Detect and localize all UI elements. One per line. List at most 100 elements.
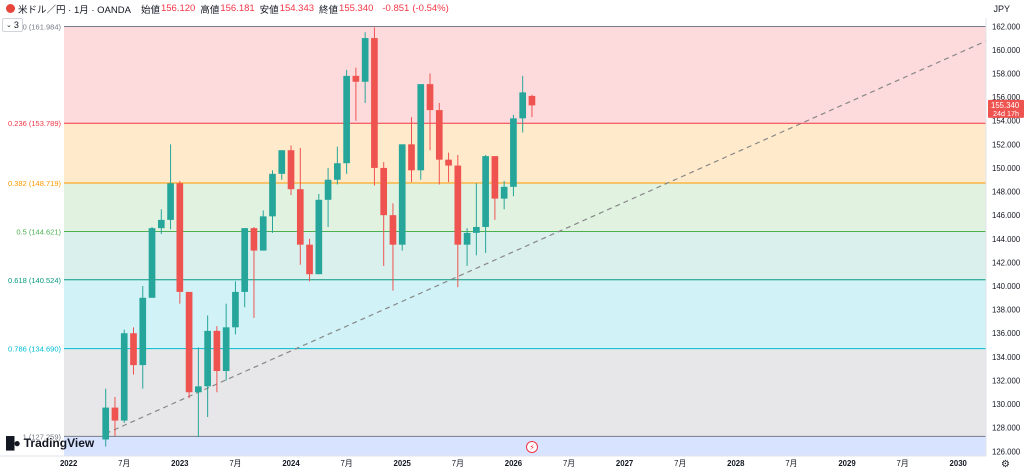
- x-tick-label: 2024: [282, 459, 300, 468]
- y-tick-label: 148.000: [992, 188, 1021, 197]
- x-tick-label: 2029: [838, 459, 856, 468]
- indicator-toggle[interactable]: ⌄ 3: [2, 18, 23, 32]
- y-tick-label: 146.000: [992, 211, 1021, 220]
- candle: [120, 329, 128, 423]
- candle: [473, 183, 480, 256]
- close-value: 155.340: [339, 3, 374, 14]
- y-tick-label: 136.000: [992, 329, 1021, 338]
- candle: [398, 144, 406, 251]
- candle: [380, 162, 388, 266]
- candle-body: [491, 156, 499, 199]
- candle: [222, 303, 230, 381]
- y-tick-label: 152.000: [992, 140, 1021, 149]
- candle-body: [343, 75, 350, 164]
- candle: [454, 154, 462, 288]
- fib-zone: [64, 123, 986, 184]
- candle-body: [445, 159, 452, 166]
- candle-body: [528, 95, 536, 106]
- y-tick-label: 134.000: [992, 353, 1021, 362]
- candle: [157, 209, 165, 235]
- candle-body: [176, 183, 184, 292]
- x-tick-label: 7月: [118, 459, 130, 468]
- high-label: 高値: [200, 4, 220, 16]
- logo-text: TradingView: [23, 436, 95, 450]
- last-price-label: 155.340: [991, 101, 1020, 110]
- candle: [408, 117, 415, 183]
- y-tick-label: 160.000: [992, 46, 1021, 55]
- candle: [111, 396, 119, 436]
- candle-body: [185, 291, 193, 393]
- candle-body: [482, 156, 489, 227]
- close-label: 終値: [319, 4, 339, 16]
- fib-level-label: 1 (127.259): [23, 432, 62, 441]
- high-value: 156.181: [220, 3, 255, 14]
- y-tick-label: 138.000: [992, 306, 1021, 315]
- fib-level-label: 0.5 (144.621): [16, 227, 61, 236]
- fib-zone: [64, 279, 986, 349]
- low-value: 154.343: [279, 3, 315, 14]
- candle-body: [102, 407, 110, 440]
- tradingview-logo[interactable]: █● TradingView: [6, 436, 94, 450]
- candle: [510, 114, 517, 197]
- candle: [296, 147, 304, 265]
- y-tick-label: 126.000: [992, 447, 1021, 456]
- candle-body: [278, 150, 286, 174]
- candle-body: [389, 215, 397, 245]
- candle-body: [510, 118, 517, 187]
- y-tick-label: 156.000: [992, 93, 1021, 102]
- candle: [491, 156, 499, 220]
- candle-body: [380, 167, 388, 216]
- candle: [259, 210, 267, 251]
- chevron-down-icon: ⌄: [6, 22, 12, 29]
- candle-body: [352, 75, 360, 82]
- candle: [343, 69, 350, 174]
- x-tick-label: 7月: [563, 459, 575, 468]
- fib-zone-extension: [64, 436, 986, 456]
- x-tick-label: 7月: [229, 459, 241, 468]
- candle-body: [204, 330, 211, 387]
- candle: [250, 226, 258, 318]
- candle: [176, 180, 184, 304]
- x-tick-label: 2022: [60, 459, 78, 468]
- candle-body: [148, 228, 156, 298]
- y-tick-label: 142.000: [992, 258, 1021, 267]
- x-tick-label: 2028: [727, 459, 745, 468]
- y-tick-label: 162.000: [992, 22, 1021, 31]
- y-tick-label: 154.000: [992, 117, 1021, 126]
- open-value: 156.120: [160, 3, 196, 14]
- candle-body: [167, 183, 174, 220]
- candle: [241, 228, 249, 308]
- candle-body: [232, 291, 239, 328]
- candle: [426, 73, 434, 151]
- candle-body: [500, 186, 508, 199]
- currency-label[interactable]: JPY: [993, 4, 1010, 14]
- x-tick-label: 7月: [341, 459, 353, 468]
- fib-level-label: 0 (161.984): [23, 22, 62, 31]
- x-tick-label: 2030: [950, 459, 968, 468]
- candle: [185, 291, 193, 399]
- candle: [148, 226, 156, 298]
- candle: [269, 170, 276, 233]
- lightning-icon[interactable]: ⚡: [526, 441, 538, 453]
- candle-body: [157, 219, 165, 229]
- candle-body: [222, 327, 230, 371]
- fib-zone: [64, 231, 986, 280]
- candle-body: [259, 216, 267, 251]
- fib-zone: [64, 183, 986, 232]
- x-tick-label: 7月: [785, 459, 797, 468]
- candle: [315, 193, 323, 275]
- last-price-tag: [988, 99, 1024, 118]
- candle-body: [269, 173, 276, 217]
- y-tick-label: 128.000: [992, 424, 1021, 433]
- candle-body: [408, 144, 415, 171]
- candle-body: [111, 407, 119, 421]
- gear-icon[interactable]: ⚙: [1001, 459, 1010, 470]
- x-tick-label: 2026: [505, 459, 523, 468]
- candle: [463, 228, 471, 266]
- candle: [102, 388, 110, 447]
- candle: [204, 315, 211, 418]
- candle-body: [241, 228, 249, 292]
- fib-level-label: 0.382 (148.719): [8, 179, 61, 188]
- symbol-title[interactable]: 米ドル／円 · 1月 · OANDA: [18, 4, 131, 16]
